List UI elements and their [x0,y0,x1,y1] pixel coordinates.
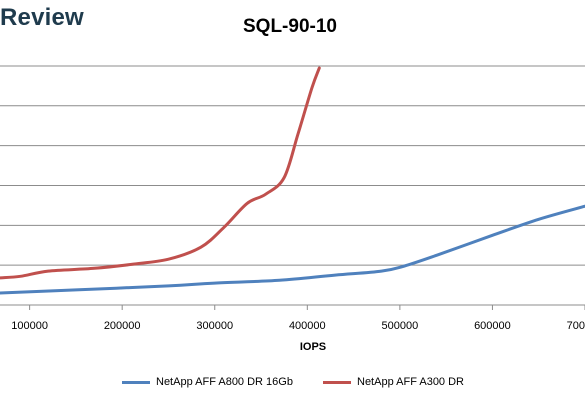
x-tick-label-6: 700000 [567,320,585,332]
series-lines [0,66,585,295]
legend-label-a800: NetApp AFF A800 DR 16Gb [156,376,293,388]
brand-logo: Review [0,4,84,31]
legend-swatch-a300 [323,380,351,384]
legend-item-a300: NetApp AFF A300 DR [323,374,464,390]
legend-label-a300: NetApp AFF A300 DR [357,376,464,388]
x-tick-label-4: 500000 [382,320,419,332]
chart-title: SQL-90-10 [243,16,337,37]
x-tick-label-2: 300000 [196,320,233,332]
x-tick-label-1: 200000 [104,320,141,332]
x-tick-label-5: 600000 [474,320,511,332]
x-tick-label-3: 400000 [289,320,326,332]
x-tick-label-0: 100000 [11,320,48,332]
legend-swatch-a800 [122,380,150,384]
legend-item-a800: NetApp AFF A800 DR 16Gb [122,374,293,390]
grid-lines [0,65,585,310]
legend: NetApp AFF A800 DR 16Gb NetApp AFF A300 … [0,374,585,390]
x-tick-labels: 100000 200000 300000 400000 500000 600000 7000… [11,320,585,332]
series-line-0 [0,204,585,295]
series-line-1 [0,66,321,280]
x-axis-label: IOPS [300,341,326,353]
